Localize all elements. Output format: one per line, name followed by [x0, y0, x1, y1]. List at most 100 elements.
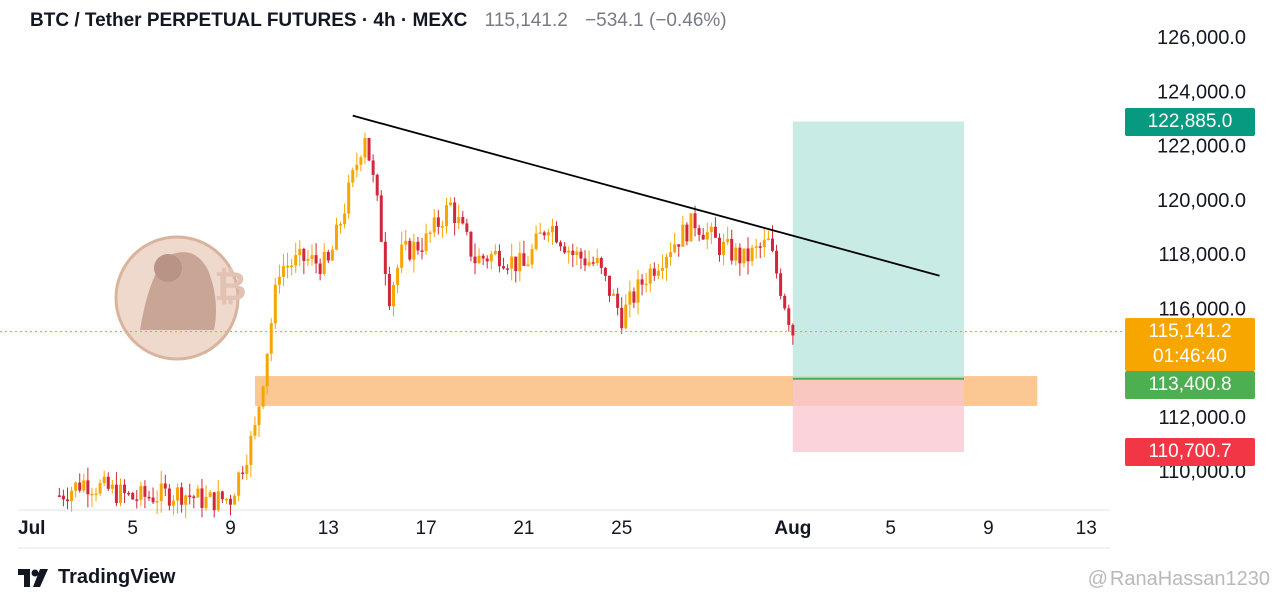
candle-165[interactable] — [730, 229, 734, 265]
candle-145[interactable] — [648, 263, 652, 293]
candle-171[interactable] — [754, 238, 758, 259]
candle-104[interactable] — [481, 253, 485, 266]
candle-84[interactable] — [400, 231, 404, 273]
candle-52[interactable] — [269, 318, 273, 362]
candle-149[interactable] — [665, 253, 669, 281]
candle-3[interactable] — [70, 486, 74, 512]
candle-7[interactable] — [86, 467, 90, 508]
candle-66[interactable] — [326, 249, 330, 264]
candle-163[interactable] — [722, 233, 726, 266]
candle-137[interactable] — [616, 287, 620, 316]
candle-102[interactable] — [473, 243, 477, 275]
candle-1[interactable] — [61, 489, 65, 507]
candle-131[interactable] — [591, 256, 595, 267]
candle-167[interactable] — [738, 243, 742, 276]
candle-128[interactable] — [579, 248, 583, 270]
candle-36[interactable] — [204, 485, 208, 512]
candle-146[interactable] — [652, 262, 656, 281]
candle-63[interactable] — [314, 243, 318, 274]
candle-35[interactable] — [200, 478, 204, 518]
candle-83[interactable] — [396, 264, 400, 294]
candle-41[interactable] — [224, 497, 228, 504]
candle-39[interactable] — [216, 479, 220, 513]
candle-85[interactable] — [404, 229, 408, 251]
candle-114[interactable] — [522, 240, 526, 267]
candle-135[interactable] — [607, 275, 611, 303]
candle-107[interactable] — [493, 244, 497, 256]
candle-110[interactable] — [506, 264, 510, 275]
candle-174[interactable] — [766, 230, 770, 241]
candle-122[interactable] — [555, 221, 558, 244]
candle-2[interactable] — [66, 487, 69, 510]
candle-8[interactable] — [90, 487, 94, 508]
candle-100[interactable] — [465, 218, 469, 236]
candle-144[interactable] — [644, 272, 648, 293]
candle-29[interactable] — [176, 483, 180, 514]
candle-51[interactable] — [265, 353, 269, 395]
candle-37[interactable] — [208, 490, 212, 498]
candle-169[interactable] — [746, 237, 750, 275]
candle-158[interactable] — [701, 228, 705, 240]
candle-161[interactable] — [713, 217, 717, 238]
candle-134[interactable] — [603, 266, 607, 282]
candle-160[interactable] — [709, 222, 713, 245]
candle-20[interactable] — [139, 481, 143, 506]
candle-178[interactable] — [783, 293, 787, 311]
candle-64[interactable] — [318, 258, 322, 281]
candle-50[interactable] — [261, 385, 265, 410]
candle-15[interactable] — [118, 478, 122, 507]
candle-42[interactable] — [229, 494, 232, 516]
candle-142[interactable] — [636, 269, 640, 315]
candle-140[interactable] — [628, 280, 632, 318]
loss-zone[interactable] — [792, 378, 964, 452]
candle-44[interactable] — [237, 471, 241, 502]
candle-133[interactable] — [599, 256, 603, 275]
candle-46[interactable] — [245, 454, 249, 480]
candle-69[interactable] — [339, 221, 343, 234]
candle-124[interactable] — [563, 241, 567, 254]
candle-121[interactable] — [550, 218, 554, 246]
resistance-trendline[interactable] — [352, 114, 940, 277]
candle-139[interactable] — [624, 294, 628, 330]
candle-87[interactable] — [412, 233, 416, 273]
candle-59[interactable] — [298, 240, 302, 267]
candle-81[interactable] — [387, 266, 391, 310]
candle-82[interactable] — [392, 281, 395, 317]
candle-65[interactable] — [322, 243, 326, 277]
candle-143[interactable] — [640, 274, 644, 296]
candle-34[interactable] — [196, 484, 200, 498]
candle-17[interactable] — [127, 491, 131, 497]
candle-14[interactable] — [114, 472, 118, 507]
candle-136[interactable] — [612, 289, 616, 297]
candle-130[interactable] — [587, 250, 591, 267]
candle-138[interactable] — [620, 297, 624, 335]
candle-147[interactable] — [656, 263, 660, 279]
candle-45[interactable] — [241, 466, 245, 480]
candle-115[interactable] — [526, 256, 530, 267]
candle-141[interactable] — [632, 287, 636, 308]
candle-28[interactable] — [171, 495, 175, 515]
candle-6[interactable] — [82, 473, 86, 493]
candle-170[interactable] — [750, 244, 754, 266]
candle-106[interactable] — [489, 251, 493, 270]
candle-157[interactable] — [697, 224, 701, 242]
candle-40[interactable] — [220, 490, 224, 503]
candle-60[interactable] — [302, 247, 306, 275]
candle-117[interactable] — [534, 225, 538, 251]
candle-96[interactable] — [449, 197, 453, 207]
candle-151[interactable] — [673, 232, 677, 254]
candle-129[interactable] — [583, 250, 587, 272]
candle-113[interactable] — [518, 241, 522, 282]
candle-152[interactable] — [677, 244, 681, 257]
candle-112[interactable] — [514, 256, 518, 283]
candle-176[interactable] — [775, 244, 779, 279]
candle-77[interactable] — [371, 154, 375, 183]
candle-57[interactable] — [290, 258, 294, 276]
candle-97[interactable] — [453, 197, 457, 236]
candle-68[interactable] — [334, 217, 338, 251]
candle-53[interactable] — [273, 277, 277, 330]
candle-86[interactable] — [408, 237, 412, 262]
candle-54[interactable] — [277, 264, 281, 294]
candle-61[interactable] — [306, 250, 310, 267]
candle-30[interactable] — [180, 482, 184, 513]
